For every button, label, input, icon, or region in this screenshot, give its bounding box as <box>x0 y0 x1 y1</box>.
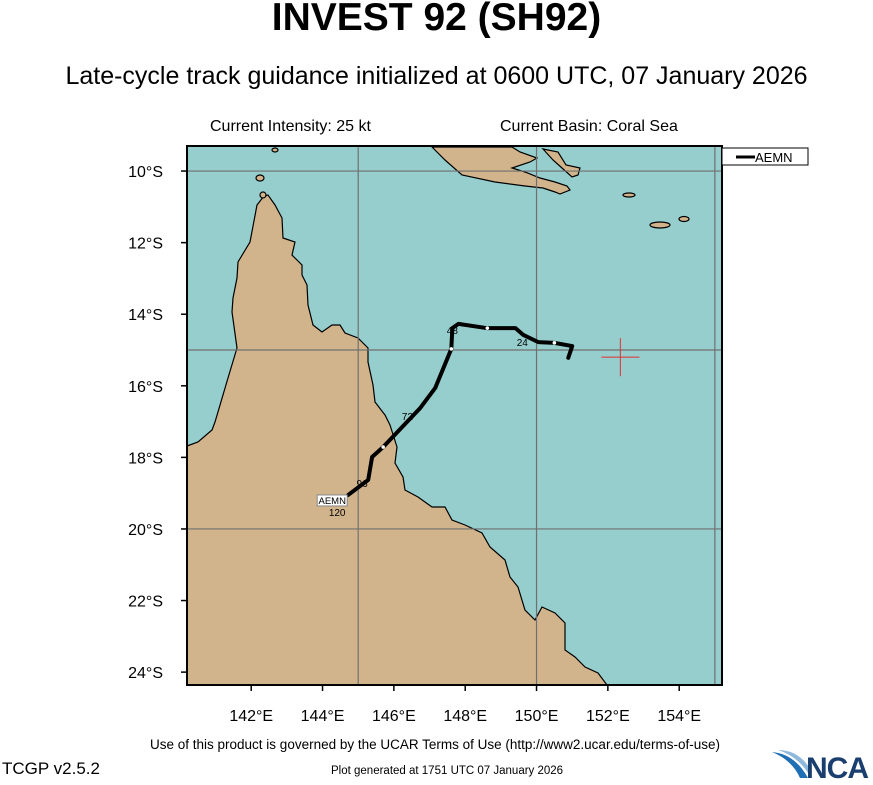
tau-label: 72 <box>402 412 414 423</box>
land <box>186 146 690 686</box>
tau-label: 96 <box>357 479 369 490</box>
track-marker <box>485 326 490 330</box>
current-position-marker <box>601 338 640 377</box>
x-tick-label: 154°E <box>657 708 701 725</box>
track-line-aemn <box>346 321 575 497</box>
australia-landmass <box>186 194 609 686</box>
current-basin: Current Basin: Coral Sea <box>500 118 678 135</box>
y-tick-label: 16°S <box>128 379 163 396</box>
island <box>259 191 267 199</box>
x-tick-label: 150°E <box>515 708 559 725</box>
track-end-label: AEMN <box>318 496 346 507</box>
ncar-logo-text: NCAR <box>806 752 870 780</box>
y-tick-label: 24°S <box>128 665 163 682</box>
x-tick-label: 144°E <box>301 708 345 725</box>
y-tick-label: 12°S <box>128 236 163 253</box>
track-end-label-box <box>316 494 348 507</box>
track-marker <box>552 341 557 345</box>
y-tick-label: 22°S <box>128 594 163 611</box>
y-tick-label: 14°S <box>128 307 163 324</box>
ncar-logo: NCAR <box>770 748 873 785</box>
graticule <box>187 146 722 685</box>
page-title: INVEST 92 (SH92) <box>271 0 602 39</box>
legend-box <box>721 147 809 166</box>
y-tick-label: 18°S <box>128 450 163 467</box>
island <box>622 192 636 198</box>
terms-of-use: Use of this product is governed by the U… <box>150 737 720 752</box>
x-tick-label: 146°E <box>372 708 416 725</box>
axis-ticks: 142°E 144°E 146°E 148°E 150°E 152°E 154°E 10°S 1… <box>128 164 701 725</box>
current-intensity: Current Intensity: 25 kt <box>210 118 371 135</box>
track-marker <box>449 347 454 351</box>
x-tick-label: 148°E <box>443 708 487 725</box>
x-tick-label: 142°E <box>229 708 273 725</box>
generated-timestamp: Plot generated at 1751 UTC 07 January 20… <box>331 765 564 777</box>
x-tick-label: 152°E <box>586 708 630 725</box>
island <box>678 215 690 223</box>
legend-label: AEMN <box>755 150 793 165</box>
png-islands <box>541 148 581 178</box>
y-tick-label: 20°S <box>128 522 163 539</box>
tau-label: 24 <box>517 338 529 349</box>
island <box>649 221 671 229</box>
version-label: TCGP v2.5.2 <box>2 759 100 778</box>
legend: AEMN <box>721 147 809 166</box>
tau-label: 120 <box>329 508 346 519</box>
track-marker <box>381 445 385 449</box>
page-subtitle: Late-cycle track guidance initialized at… <box>65 62 808 90</box>
map-frame <box>186 145 723 686</box>
tau-label: 48 <box>447 326 459 337</box>
y-tick-label: 10°S <box>128 164 163 181</box>
island <box>271 147 279 153</box>
island <box>255 174 265 182</box>
